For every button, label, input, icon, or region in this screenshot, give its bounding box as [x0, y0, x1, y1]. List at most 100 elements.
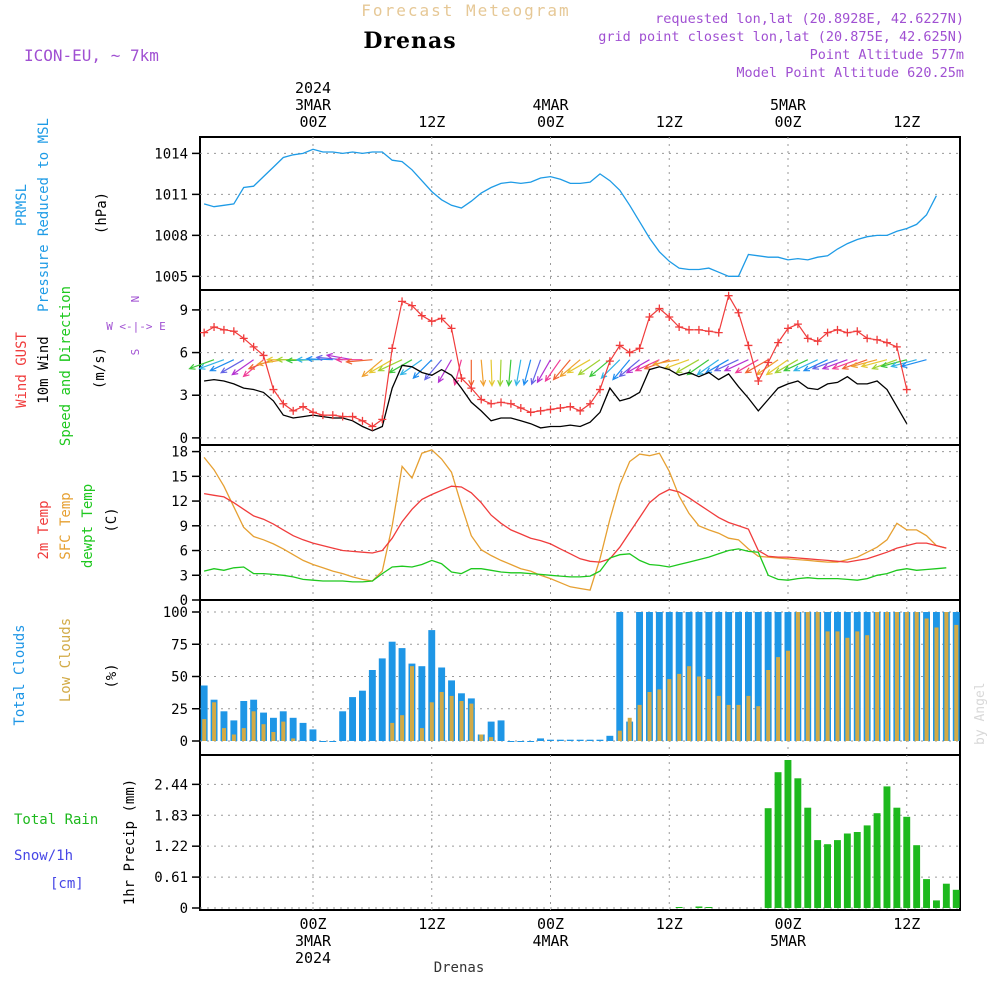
precip-label-cm: [cm] — [50, 876, 84, 892]
gust-marker — [437, 314, 446, 323]
time-label: 2024 — [295, 949, 331, 967]
wind-arrow — [530, 359, 542, 386]
gust-marker — [417, 311, 426, 320]
gust-marker — [487, 399, 496, 408]
low-cloud-bar — [390, 722, 395, 741]
gust-marker — [793, 320, 802, 329]
low-cloud-bar — [439, 692, 444, 741]
low-cloud-bar — [251, 711, 256, 741]
precip-bar — [843, 833, 851, 908]
low-cloud-bar — [954, 624, 959, 741]
gust-marker — [407, 301, 416, 310]
precip-bar — [834, 840, 841, 908]
gust-marker — [328, 411, 337, 420]
low-cloud-bar — [627, 717, 632, 741]
wind-arrow — [811, 359, 838, 370]
gust-marker — [655, 304, 664, 313]
sfc-temp-line — [203, 449, 947, 591]
y-tick-label: 1.83 — [154, 808, 188, 824]
wind-arrow — [850, 359, 878, 369]
time-label: 3MAR — [295, 932, 332, 950]
low-cloud-bar — [885, 612, 889, 741]
gust-marker — [299, 402, 308, 411]
low-cloud-bar — [637, 704, 642, 741]
precip-label-snow: Snow/1h — [14, 848, 73, 864]
time-label: 00Z — [537, 113, 564, 131]
precip-bar — [933, 900, 940, 908]
low-cloud-bar — [706, 679, 711, 741]
y-tick-label: 1011 — [154, 187, 188, 203]
precip-bar — [853, 832, 861, 908]
total-cloud-bar — [527, 741, 535, 742]
gust-marker — [813, 337, 822, 346]
wind-arrow — [765, 359, 789, 376]
precip-bar — [903, 816, 911, 908]
precip-panel: Total Rain Snow/1h [cm] 1hr Precip (mm) … — [14, 754, 961, 917]
gust-marker — [665, 313, 674, 322]
low-cloud-bar — [469, 703, 474, 741]
total-cloud-bar — [754, 612, 762, 741]
total-cloud-bar — [319, 741, 327, 742]
gust-marker — [289, 406, 298, 415]
total-cloud-bar — [636, 612, 643, 741]
cloud-bars — [200, 612, 960, 742]
total-cloud-bar — [616, 612, 624, 741]
gust-marker — [586, 399, 595, 408]
wind-arrow — [713, 359, 739, 372]
gust-marker — [348, 412, 357, 421]
model-altitude: Model Point Altitude 620.25m — [736, 65, 964, 81]
wind-gust-markers — [200, 291, 911, 431]
y-tick-label: 1.22 — [154, 839, 188, 855]
total-cloud-bar — [359, 690, 366, 741]
low-cloud-bar — [459, 701, 464, 741]
wind-arrow — [552, 359, 571, 381]
total-cloud-bar — [378, 658, 386, 741]
wind-arrow — [723, 359, 749, 372]
gust-marker — [279, 399, 288, 408]
gust-marker — [556, 404, 565, 413]
y-tick-label: 0.61 — [154, 870, 188, 886]
total-cloud-bar — [745, 612, 752, 741]
total-cloud-bar — [299, 722, 307, 741]
total-cloud-bar — [497, 720, 505, 741]
dewpt-temp-line — [203, 548, 947, 583]
gust-marker — [675, 322, 684, 331]
gust-marker — [882, 338, 891, 347]
y-tick-label: 6 — [180, 544, 188, 560]
gust-marker — [576, 406, 585, 415]
wind-arrow — [704, 359, 729, 374]
low-cloud-bar — [786, 650, 790, 741]
total-cloud-bar — [240, 701, 248, 741]
total-cloud-bar — [547, 739, 554, 741]
wind-arrow — [188, 359, 215, 370]
wind-arrow — [782, 359, 809, 372]
gust-marker — [497, 398, 506, 407]
precip-bar — [952, 889, 960, 908]
y-tick-label: 9 — [180, 303, 188, 319]
temp-label-sfc: SFC Temp — [58, 492, 74, 559]
gust-marker — [843, 328, 852, 337]
wind-arrow — [522, 359, 532, 387]
station-name: Drenas — [363, 28, 456, 54]
low-cloud-bar — [241, 728, 246, 741]
pressure-label-msl: Pressure Reduced to MSL — [36, 118, 52, 312]
low-cloud-bar — [716, 695, 721, 741]
compass-we: W <-|-> E — [106, 320, 166, 333]
gust-marker — [892, 342, 901, 351]
precip-bar — [913, 845, 921, 908]
time-label: 12Z — [893, 915, 920, 933]
total-cloud-bar — [646, 612, 653, 741]
low-cloud-bar — [855, 631, 860, 741]
gust-marker — [902, 385, 911, 394]
gust-marker — [210, 322, 219, 331]
precip-bar — [794, 778, 802, 908]
wind-arrow — [544, 359, 561, 383]
gust-marker — [378, 415, 387, 424]
total-cloud-bar — [309, 729, 317, 741]
gust-marker — [536, 406, 545, 415]
low-cloud-bar — [894, 612, 899, 741]
total-cloud-bar — [487, 721, 495, 741]
total-cloud-bar — [606, 735, 614, 741]
low-cloud-bar — [697, 676, 701, 741]
low-cloud-bar — [449, 695, 454, 741]
